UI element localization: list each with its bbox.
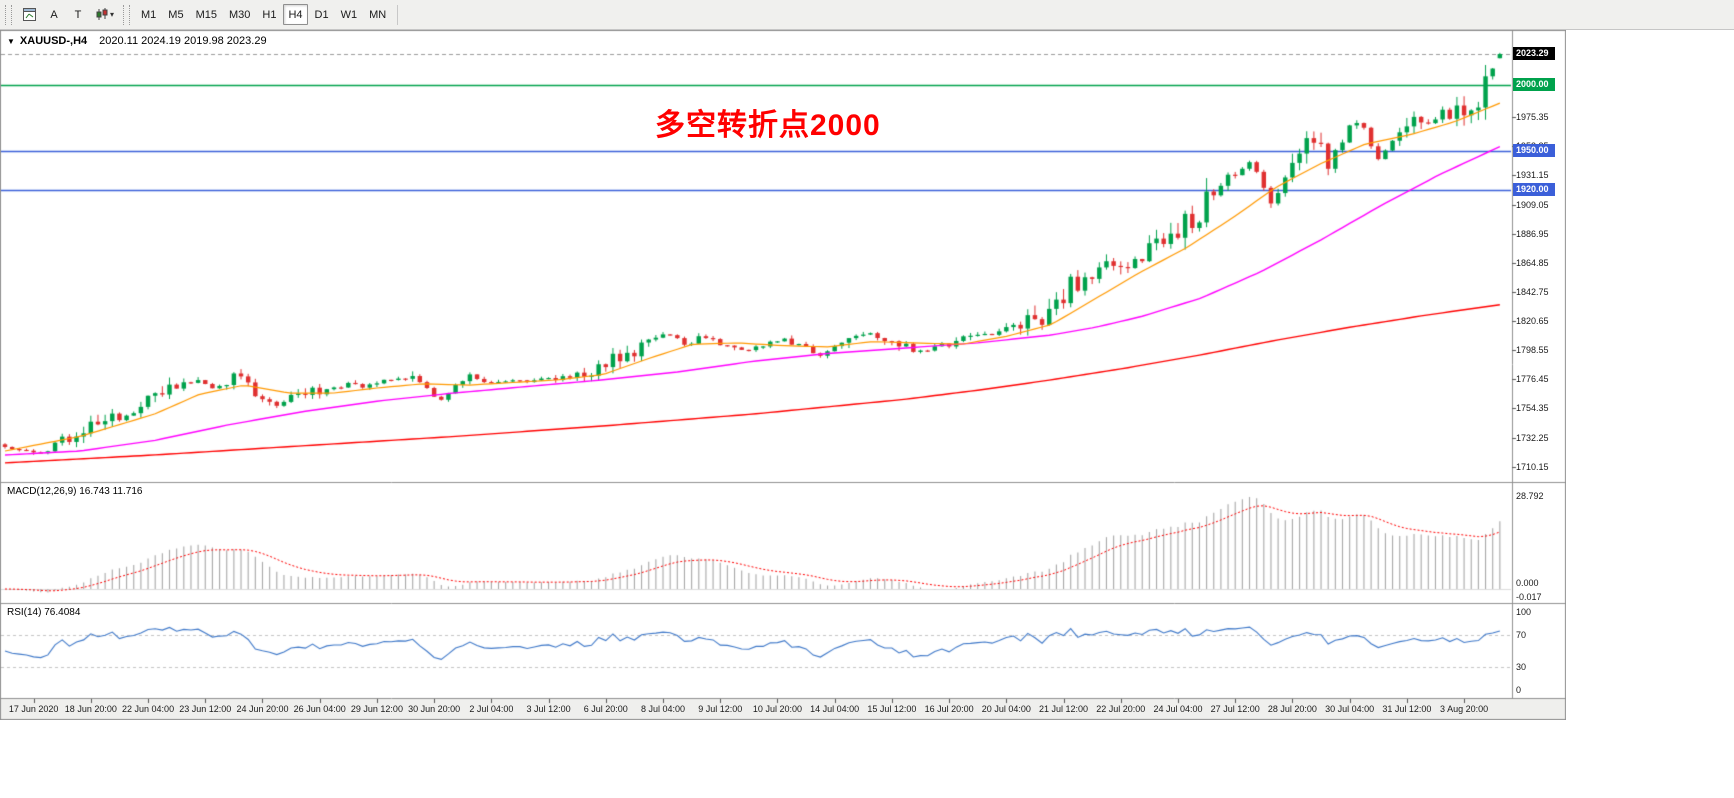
timeframe-button-m1[interactable]: M1 xyxy=(136,4,161,25)
time-axis-label: 23 Jun 12:00 xyxy=(179,704,232,714)
time-axis-label: 24 Jul 04:00 xyxy=(1153,704,1203,714)
time-axis-label: 18 Jun 20:00 xyxy=(64,704,117,714)
rsi-axis-label: 30 xyxy=(1516,661,1527,672)
rsi-axis-label: 0 xyxy=(1516,685,1522,695)
price-axis-label: 1842.75 xyxy=(1516,286,1549,297)
time-axis-label: 27 Jul 12:00 xyxy=(1210,704,1260,714)
timeframe-button-m30[interactable]: M30 xyxy=(224,4,255,25)
time-axis-label: 9 Jul 12:00 xyxy=(698,704,743,714)
annotation-t-button[interactable]: T xyxy=(67,4,89,25)
time-axis-label: 24 Jun 20:00 xyxy=(236,704,289,714)
price-axis-label: 1886.95 xyxy=(1516,228,1549,239)
price-axis-label: 1732.25 xyxy=(1516,432,1549,443)
toolbar-grip[interactable] xyxy=(5,4,12,25)
price-line-label-1920[interactable]: 1920.00 xyxy=(1513,183,1555,197)
time-axis-label: 22 Jun 04:00 xyxy=(122,704,175,714)
current-price-label: 2023.29 xyxy=(1513,47,1555,61)
time-axis-label: 14 Jul 04:00 xyxy=(810,704,860,714)
price-chart-canvas[interactable] xyxy=(0,30,1566,720)
price-axis-label: 1710.15 xyxy=(1516,461,1549,472)
chart-menu-arrow-icon[interactable]: ▼ xyxy=(7,37,15,46)
price-axis-label: 1909.05 xyxy=(1516,199,1549,210)
time-axis-label: 30 Jul 04:00 xyxy=(1325,704,1375,714)
time-axis-label: 10 Jul 20:00 xyxy=(752,704,802,714)
rsi-axis-label: 70 xyxy=(1516,630,1527,641)
time-axis-label: 26 Jun 04:00 xyxy=(293,704,346,714)
candlestick-icon xyxy=(96,8,108,20)
time-axis-label: 29 Jun 12:00 xyxy=(350,704,403,714)
timeframe-button-m15[interactable]: M15 xyxy=(191,4,222,25)
toolbar-grip-2[interactable] xyxy=(123,4,131,25)
timeframe-button-h4[interactable]: H4 xyxy=(283,4,308,25)
time-axis-label: 17 Jun 2020 xyxy=(8,704,59,714)
macd-axis-min-label: -0.017 xyxy=(1516,592,1542,602)
macd-axis-zero-label: 0.000 xyxy=(1516,578,1539,588)
timeframe-button-d1[interactable]: D1 xyxy=(310,4,334,25)
toolbar: A T ▾ M1 M5 M15 M30 H1 H4 D1 W1 MN xyxy=(0,0,1734,30)
price-axis-label: 1975.35 xyxy=(1516,112,1549,123)
chart-grid-icon xyxy=(23,8,36,21)
time-axis-label: 6 Jul 20:00 xyxy=(583,704,628,714)
chevron-down-icon: ▾ xyxy=(110,10,115,19)
time-axis-label: 31 Jul 12:00 xyxy=(1382,704,1432,714)
annotation-a-button[interactable]: A xyxy=(43,4,65,25)
timeframe-button-mn[interactable]: MN xyxy=(364,4,391,25)
macd-axis-max-label: 28.792 xyxy=(1516,491,1544,501)
price-axis-label: 1864.85 xyxy=(1516,257,1549,268)
time-axis-label: 15 Jul 12:00 xyxy=(867,704,917,714)
time-axis-label: 21 Jul 12:00 xyxy=(1039,704,1089,714)
rsi-axis-label: 100 xyxy=(1516,607,1532,617)
time-axis-label: 22 Jul 20:00 xyxy=(1096,704,1146,714)
price-line-label-2000[interactable]: 2000.00 xyxy=(1513,77,1555,91)
chart-type-dropdown[interactable]: ▾ xyxy=(91,4,119,25)
time-axis-label: 20 Jul 04:00 xyxy=(981,704,1031,714)
macd-indicator-label: MACD(12,26,9) 16.743 11.716 xyxy=(7,486,143,497)
timeframe-button-h1[interactable]: H1 xyxy=(257,4,281,25)
time-axis-label: 3 Aug 20:00 xyxy=(1440,704,1489,714)
chart-window: ▼ XAUUSD-,H4 2020.11 2024.19 2019.98 2023.… xyxy=(0,30,1566,720)
price-axis-label: 1931.15 xyxy=(1516,170,1549,181)
toolbar-separator xyxy=(397,4,399,25)
time-axis-label: 30 Jun 20:00 xyxy=(408,704,461,714)
chart-symbol-timeframe: XAUUSD-,H4 xyxy=(19,35,88,47)
time-axis-label: 3 Jul 12:00 xyxy=(526,704,571,714)
chart-window-button[interactable] xyxy=(18,4,41,25)
annotation-text[interactable]: 多空转折点2000 xyxy=(655,109,881,142)
time-axis-label: 2 Jul 04:00 xyxy=(469,704,514,714)
timeframe-button-m5[interactable]: M5 xyxy=(163,4,188,25)
price-axis-label: 1798.55 xyxy=(1516,345,1549,356)
price-axis-label: 1776.45 xyxy=(1516,374,1549,385)
chart-title: ▼ XAUUSD-,H4 2020.11 2024.19 2019.98 2023.… xyxy=(7,35,267,47)
time-axis-label: 8 Jul 04:00 xyxy=(640,704,686,714)
price-axis-label: 1754.35 xyxy=(1516,403,1549,414)
chart-ohlc-values: 2020.11 2024.19 2019.98 2023.29 xyxy=(99,35,267,47)
timeframe-button-w1[interactable]: W1 xyxy=(336,4,363,25)
time-axis-label: 28 Jul 20:00 xyxy=(1267,704,1317,714)
price-axis-label: 1820.65 xyxy=(1516,316,1549,327)
rsi-indicator-label: RSI(14) 76.4084 xyxy=(7,607,81,618)
price-line-label-1950[interactable]: 1950.00 xyxy=(1513,143,1555,157)
time-axis-label: 16 Jul 20:00 xyxy=(924,704,974,714)
